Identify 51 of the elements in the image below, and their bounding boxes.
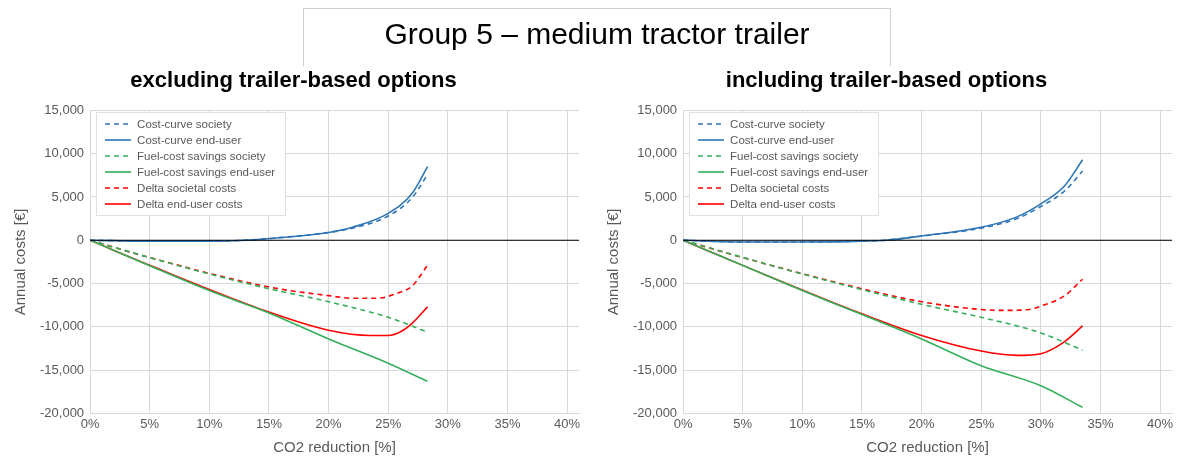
y-tick-label: -20,000 (40, 404, 85, 420)
legend-label: Fuel-cost savings end-user (137, 165, 276, 181)
x-tick-label: 35% (494, 415, 521, 431)
chart-title: excluding trailer-based options (130, 67, 457, 93)
legend-label: Cost-curve society (137, 117, 232, 133)
x-tick-label: 40% (1147, 415, 1174, 431)
y-tick-label: 5,000 (51, 188, 85, 204)
x-tick-label: 10% (196, 415, 223, 431)
x-tick-label: 5% (733, 415, 753, 431)
x-tick-label: 30% (434, 415, 462, 431)
x-tick-label: 5% (140, 415, 160, 431)
y-tick-label: 10,000 (637, 145, 678, 161)
legend-label: Delta end-user costs (137, 197, 243, 213)
y-tick-label: 15,000 (44, 101, 85, 117)
legend-label: Delta end-user costs (730, 197, 836, 213)
y-tick-label: -10,000 (633, 318, 678, 334)
x-tick-label: 25% (968, 415, 995, 431)
legend-label: Cost-curve end-user (137, 133, 242, 149)
y-tick-label: -5,000 (640, 275, 678, 291)
y-tick-label: -10,000 (40, 318, 85, 334)
legend-label: Fuel-cost savings society (730, 149, 859, 165)
y-tick-label: 15,000 (637, 101, 678, 117)
x-tick-label: 20% (315, 415, 343, 431)
x-tick-label: 15% (848, 415, 876, 431)
x-axis-title: CO2 reduction [%] (866, 438, 989, 456)
x-tick-label: 25% (375, 415, 402, 431)
x-axis-title: CO2 reduction [%] (273, 438, 396, 456)
legend-label: Fuel-cost savings end-user (730, 165, 869, 181)
x-tick-label: 15% (255, 415, 283, 431)
y-axis-title: Annual costs [€] (604, 208, 622, 316)
y-tick-label: -5,000 (47, 275, 85, 291)
x-tick-label: 40% (554, 415, 581, 431)
y-tick-label: 5,000 (644, 188, 678, 204)
y-tick-label: 0 (76, 231, 85, 247)
x-tick-label: 35% (1087, 415, 1114, 431)
legend-label: Cost-curve end-user (730, 133, 835, 149)
y-tick-label: -15,000 (40, 361, 85, 377)
x-tick-label: 10% (789, 415, 816, 431)
x-tick-label: 30% (1027, 415, 1055, 431)
y-tick-label: -15,000 (633, 361, 678, 377)
x-tick-label: 20% (908, 415, 936, 431)
y-tick-label: -20,000 (633, 404, 678, 420)
y-tick-label: 10,000 (44, 145, 85, 161)
text: Group 5 – medium tractor trailer (303, 8, 891, 66)
chart-title: including trailer-based options (725, 67, 1048, 93)
legend-label: Cost-curve society (730, 117, 825, 133)
y-axis-title: Annual costs [€] (11, 208, 29, 316)
legend-label: Delta societal costs (137, 181, 237, 197)
legend-label: Delta societal costs (730, 181, 830, 197)
legend-label: Fuel-cost savings society (137, 149, 266, 165)
y-tick-label: 0 (669, 231, 678, 247)
